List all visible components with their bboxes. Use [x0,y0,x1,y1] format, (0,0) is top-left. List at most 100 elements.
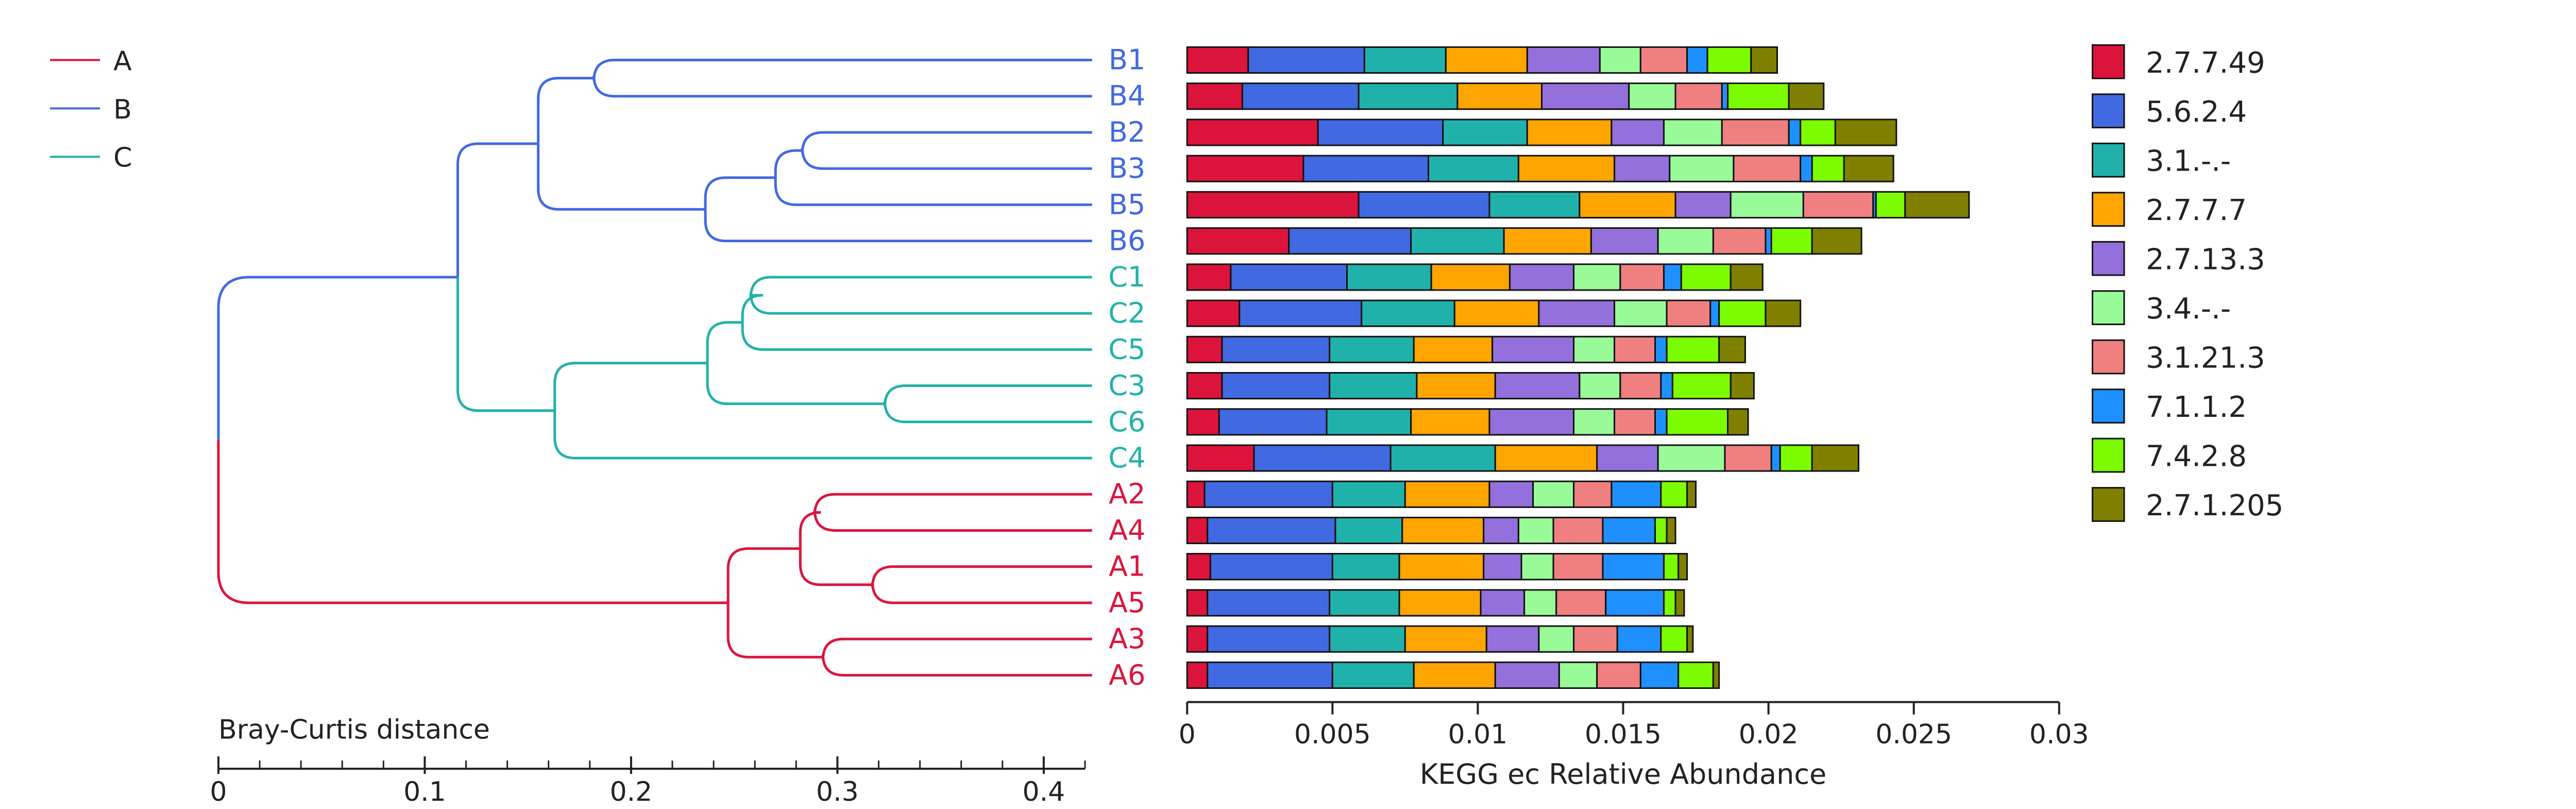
tree-axis-tick-label: 0.4 [1023,777,1065,807]
legend-label-B: B [113,94,132,125]
bar-segment-C1-3.1.21.3 [1619,263,1665,291]
series-legend-swatch-2.7.13.3 [2091,241,2125,276]
dendrogram-branch-30 [726,547,801,603]
bar-segment-A5-7.1.1.2 [1605,589,1665,617]
bar-segment-A6-2.7.13.3 [1494,661,1560,689]
dendrogram-branch-28 [821,637,1092,660]
bar-segment-A2-2.7.7.49 [1186,480,1206,508]
dendrogram-branch-14 [884,384,1092,407]
dendrogram-branch-8 [537,77,594,144]
bar-segment-B2-7.4.2.8 [1800,119,1836,146]
bar-segment-B3-3.4.-.- [1669,155,1735,182]
bar-segment-C3-3.4.-.- [1579,372,1621,400]
bar-segment-C4-3.1.21.3 [1724,444,1772,472]
series-legend-swatch-2.7.1.205 [2091,487,2125,522]
bar-segment-C2-2.7.13.3 [1538,299,1616,327]
dendrogram-branch-15 [884,401,1092,424]
bar-segment-C4-2.7.7.49 [1186,444,1255,472]
bar-segment-C4-2.7.7.7 [1494,444,1598,472]
bar-segment-B6-3.1.21.3 [1712,227,1767,255]
bar-segment-B2-3.1.-.- [1442,119,1528,146]
bar-segment-C6-5.6.2.4 [1218,408,1328,436]
dendrogram-branch-10 [749,276,1092,298]
bar-segment-B4-5.6.2.4 [1241,82,1360,110]
bar-segment-C3-2.7.1.205 [1730,372,1755,400]
bar-segment-C3-3.1.21.3 [1619,372,1662,400]
dendrogram-branch-12 [741,294,764,323]
bar-segment-C1-5.6.2.4 [1230,263,1348,291]
bar-segment-C4-7.1.1.2 [1770,444,1781,472]
bar-segment-A4-2.7.1.205 [1666,516,1676,545]
bar-segment-A6-7.4.2.8 [1677,661,1714,689]
sample-label-A3: A3 [1109,622,1145,655]
series-legend-label-3.1.21.3: 3.1.21.3 [2146,342,2265,375]
bar-segment-C2-5.6.2.4 [1239,299,1363,327]
bar-segment-B4-3.1.-.- [1358,82,1459,110]
bar-segment-B2-3.4.-.- [1663,119,1723,146]
bar-segment-A4-3.1.-.- [1334,516,1403,545]
dendrogram-branch-24 [871,565,1092,587]
bar-segment-C1-2.7.7.49 [1186,263,1232,291]
bar-segment-A4-7.4.2.8 [1654,516,1668,545]
bar-segment-C5-3.4.-.- [1573,335,1616,363]
bar-segment-C5-2.7.7.7 [1413,335,1494,363]
bar-segment-B4-3.1.21.3 [1674,82,1723,110]
bar-segment-A4-3.4.-.- [1517,516,1554,545]
bar-segment-A6-3.1.21.3 [1596,661,1641,689]
sample-label-C2: C2 [1108,297,1145,329]
bar-segment-A3-2.7.13.3 [1485,625,1540,653]
abundance-axis-label: KEGG ec Relative Abundance [1420,758,1827,790]
bar-segment-C1-2.7.13.3 [1509,263,1575,291]
bar-segment-C2-7.4.2.8 [1718,299,1767,327]
bar-segment-A5-3.1.21.3 [1555,589,1607,617]
bar-segment-A3-5.6.2.4 [1207,625,1331,653]
bar-segment-C6-7.4.2.8 [1666,408,1729,436]
bar-segment-C6-3.1.21.3 [1614,408,1656,436]
bar-segment-A6-2.7.7.49 [1186,661,1209,689]
bar-segment-B4-2.7.7.7 [1456,82,1543,110]
dendrogram-branch-16 [706,321,743,363]
bar-segment-C1-3.1.-.- [1346,263,1432,291]
series-legend-label-3.4.-.-: 3.4.-.- [2146,292,2231,326]
tree-axis-tick-label: 0.2 [610,777,653,807]
bar-segment-C2-2.7.7.7 [1453,299,1540,327]
bar-segment-B2-5.6.2.4 [1317,119,1444,146]
bar-segment-B3-2.7.1.205 [1843,155,1894,182]
bar-segment-B4-2.7.7.49 [1186,82,1243,110]
series-legend-label-3.1.-.-: 3.1.-.- [2146,145,2231,178]
series-legend-label-7.4.2.8: 7.4.2.8 [2146,440,2247,474]
dendrogram-branch-2 [801,131,1092,154]
bar-segment-C3-5.6.2.4 [1221,372,1331,400]
bar-segment-B2-2.7.1.205 [1834,119,1897,146]
bar-segment-C6-3.4.-.- [1573,408,1616,436]
bar-segment-B1-2.7.7.49 [1186,46,1249,74]
dendrogram [217,59,1092,677]
bar-segment-A2-5.6.2.4 [1204,480,1333,508]
bar-segment-C3-7.1.1.2 [1660,372,1673,400]
bar-segment-A1-2.7.1.205 [1677,553,1688,581]
bar-segment-B1-5.6.2.4 [1247,46,1365,74]
dendrogram-branch-27 [799,548,873,586]
bar-segment-B5-3.4.-.- [1730,191,1804,218]
bar-segment-B2-2.7.7.7 [1526,119,1613,146]
tree-axis-tick-label: 0.3 [816,777,859,807]
dendrogram-branch-21 [456,277,555,412]
dendrogram-branch-3 [801,148,1092,170]
bar-segment-C5-7.4.2.8 [1666,335,1720,363]
bar-segment-B3-2.7.7.7 [1517,155,1616,182]
sample-label-B4: B4 [1109,80,1145,112]
series-legend-swatch-5.6.2.4 [2091,93,2125,129]
bar-segment-C5-2.7.1.205 [1718,335,1746,363]
sample-label-C1: C1 [1108,261,1145,293]
tree-axis-tick-label: 0 [210,777,227,807]
abundance-axis: 0 0.005 0.01 0.015 0.02 0.025 0.03 KEGG ec Rela… [1179,701,2089,790]
sample-label-A2: A2 [1109,478,1145,510]
bar-segment-B2-2.7.7.49 [1186,119,1319,146]
bar-segment-C4-2.7.13.3 [1596,444,1659,472]
dendrogram-branch-1 [592,75,1092,98]
bar-segment-C6-2.7.7.7 [1410,408,1490,436]
bar-segment-A4-2.7.13.3 [1483,516,1519,545]
sample-label-B1: B1 [1109,44,1145,76]
sample-label-C3: C3 [1108,369,1145,402]
